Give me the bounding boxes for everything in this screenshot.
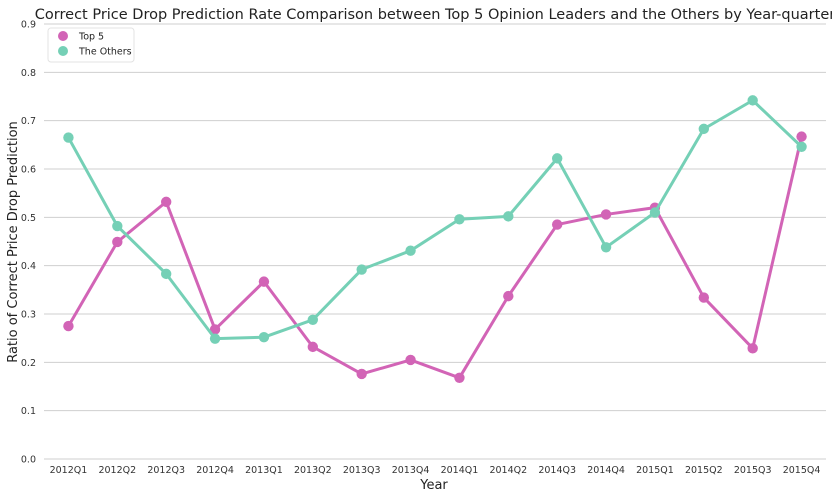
series-line — [67, 136, 804, 380]
series — [63, 95, 807, 383]
x-tick-label: 2014Q2 — [489, 465, 527, 476]
data-point — [551, 153, 563, 164]
x-tick-label: 2014Q4 — [587, 465, 625, 476]
data-point — [600, 242, 612, 253]
y-tick-label: 0.8 — [21, 68, 36, 79]
x-tick-label: 2014Q1 — [441, 465, 479, 476]
data-point — [209, 333, 221, 344]
data-point — [63, 132, 74, 143]
x-tick-label: 2012Q4 — [196, 465, 234, 476]
data-point — [209, 324, 221, 335]
legend-frame — [47, 27, 135, 63]
data-point — [307, 314, 319, 325]
data-point — [405, 354, 416, 366]
y-tick-label: 0.4 — [21, 261, 36, 272]
y-axis-title: Ratio of Correct Price Drop Prediction — [6, 121, 21, 363]
y-tick-label: 0.3 — [21, 310, 36, 321]
series-1 — [63, 95, 807, 344]
data-point — [258, 332, 270, 343]
y-axis-ticks: 0.0 0.1 0.2 0.3 0.4 0.5 0.6 0.7 0.8 0.9 — [21, 20, 36, 466]
data-point — [356, 368, 367, 380]
data-point — [258, 276, 270, 287]
x-tick-label: 2013Q4 — [392, 465, 430, 476]
legend-label: Top 5 — [78, 32, 104, 43]
x-tick-label: 2013Q3 — [343, 465, 381, 476]
data-point — [503, 290, 514, 302]
data-point — [112, 220, 123, 232]
y-tick-label: 0.5 — [21, 213, 36, 224]
x-tick-label: 2014Q3 — [538, 465, 576, 476]
legend-marker — [58, 46, 68, 56]
x-tick-label: 2015Q2 — [685, 465, 723, 476]
x-tick-label: 2012Q1 — [50, 465, 88, 476]
data-point — [63, 320, 74, 332]
y-tick-label: 0.9 — [21, 20, 36, 31]
y-tick-label: 0.7 — [21, 116, 36, 127]
data-point — [698, 292, 710, 303]
legend: Top 5 The Others — [47, 27, 135, 63]
legend-label: The Others — [78, 47, 132, 58]
x-tick-label: 2015Q1 — [636, 465, 674, 476]
data-point — [454, 214, 465, 225]
data-point — [796, 141, 807, 152]
data-point — [649, 207, 661, 218]
data-point — [796, 131, 807, 142]
x-tick-label: 2012Q2 — [98, 465, 136, 476]
x-tick-label: 2012Q3 — [147, 465, 185, 476]
data-point — [307, 341, 319, 353]
series-0 — [63, 131, 807, 383]
x-tick-label: 2015Q4 — [783, 465, 821, 476]
x-tick-label: 2013Q2 — [294, 465, 332, 476]
series-line — [67, 98, 803, 341]
data-point — [551, 219, 563, 230]
data-point — [160, 196, 172, 208]
x-axis-ticks: 2012Q1 2012Q2 2012Q3 2012Q4 2013Q1 2013Q2 2013… — [50, 465, 821, 476]
data-point — [160, 268, 172, 280]
data-point — [405, 245, 416, 256]
x-tick-label: 2015Q3 — [734, 465, 772, 476]
y-tick-label: 0.0 — [21, 455, 36, 466]
y-tick-label: 0.1 — [21, 406, 36, 417]
data-point — [600, 209, 612, 220]
data-point — [747, 343, 758, 354]
data-point — [356, 264, 367, 275]
x-tick-label: 2013Q1 — [245, 465, 283, 476]
y-tick-label: 0.2 — [21, 358, 36, 369]
x-axis-title: Year — [419, 478, 448, 493]
grid — [44, 23, 826, 460]
data-point — [112, 236, 123, 248]
chart-title: Correct Price Drop Prediction Rate Compa… — [35, 7, 832, 23]
data-point — [698, 123, 710, 135]
legend-marker — [58, 31, 68, 41]
data-point — [503, 211, 514, 222]
y-tick-label: 0.6 — [21, 165, 36, 176]
data-point — [454, 372, 465, 383]
data-point — [747, 95, 758, 106]
